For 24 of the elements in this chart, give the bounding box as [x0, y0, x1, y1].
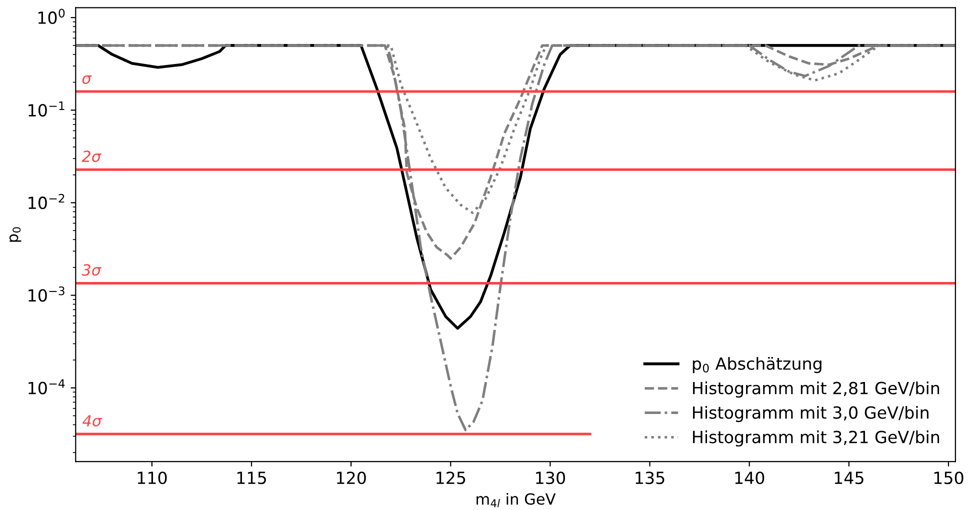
x-axis-title: m$_{4l}$ in GeV — [476, 492, 556, 508]
x-tick-label: 110 — [138, 472, 167, 484]
x-tick-label: 115 — [237, 472, 266, 484]
x-tick-label: 150 — [934, 472, 964, 484]
y-tick-label: 10$^{0}$ — [38, 8, 65, 24]
ref-line-label: 3σ — [82, 264, 102, 276]
legend-label: Histogramm mit 2,81 GeV/bin — [693, 381, 940, 398]
x-tick-label: 120 — [336, 472, 366, 484]
x-tick-label: 125 — [436, 472, 466, 484]
y-tick-label: 10$^{−2}$ — [28, 194, 64, 210]
y-axis-title: p$_{0}$ — [9, 227, 22, 242]
x-tick-label: 140 — [735, 472, 764, 484]
legend-label: Histogramm mit 3,0 GeV/bin — [693, 406, 928, 422]
x-tick-label: 130 — [536, 472, 566, 484]
y-tick-label: 10$^{−3}$ — [28, 286, 64, 302]
x-tick-label: 135 — [636, 472, 664, 484]
ref-line-label: σ — [82, 75, 92, 84]
legend-label: p$_{0}$ Abschätzung — [692, 356, 822, 374]
annotation: 4σ — [82, 415, 102, 427]
y-tick-label: 10$^{−1}$ — [28, 101, 64, 117]
y-tick-label: 10$^{−4}$ — [28, 379, 65, 394]
ref-line-label: 2σ — [82, 150, 102, 162]
legend-label: Histogramm mit 3,21 GeV/bin — [693, 430, 940, 447]
x-tick-label: 145 — [834, 472, 864, 484]
